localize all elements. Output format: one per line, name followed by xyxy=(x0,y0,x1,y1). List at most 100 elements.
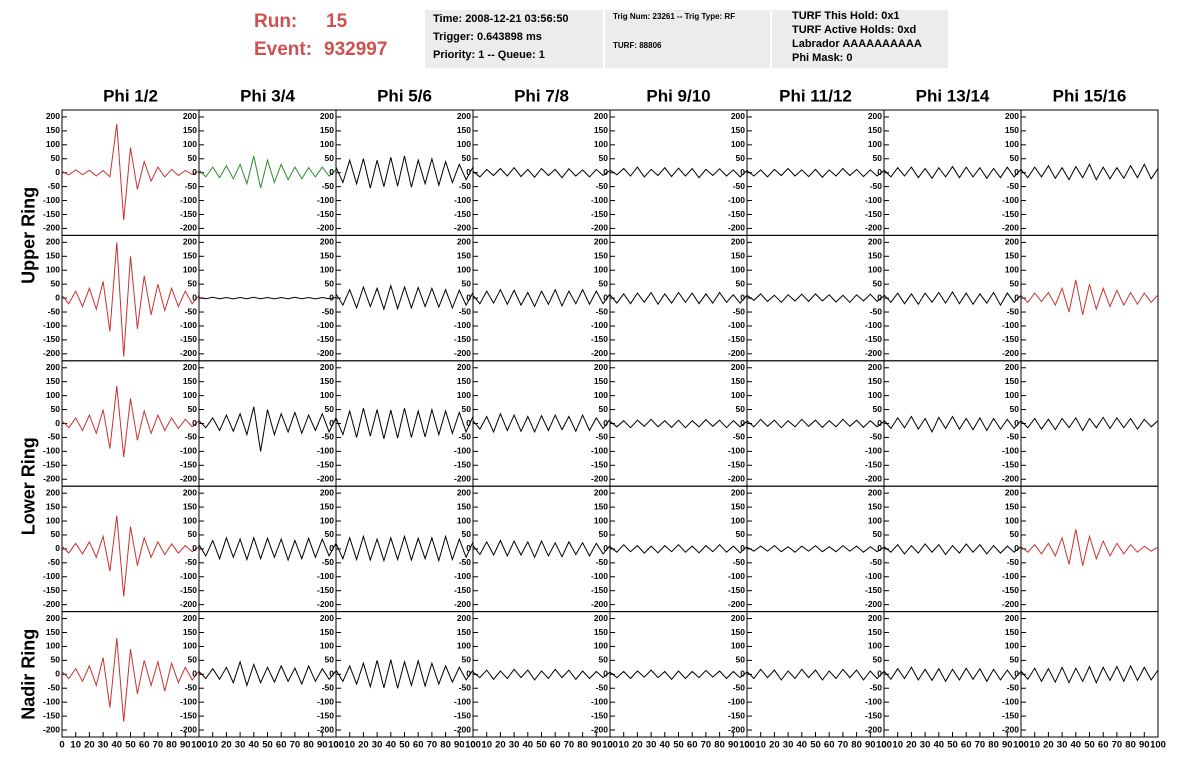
x-tick-label: 40 xyxy=(1071,740,1082,751)
y-tick-label: 50 xyxy=(736,153,746,163)
y-tick-label: -100 xyxy=(865,446,882,456)
y-tick-label: -50 xyxy=(596,557,609,567)
y-tick-label: -50 xyxy=(596,306,609,316)
y-tick-label: 0 xyxy=(55,292,60,302)
y-tick-label: -100 xyxy=(43,696,60,706)
panel-frame xyxy=(883,360,1022,487)
y-tick-label: 150 xyxy=(46,251,60,261)
panel-frame xyxy=(472,611,611,738)
waveform xyxy=(472,539,611,559)
y-tick-label: 150 xyxy=(46,125,60,135)
y-tick-label: -100 xyxy=(1002,195,1019,205)
y-tick-label: 150 xyxy=(320,376,334,386)
y-tick-label: 0 xyxy=(740,167,745,177)
y-tick-label: 150 xyxy=(46,376,60,386)
x-tick-label: 20 xyxy=(221,740,232,751)
y-tick-label: 50 xyxy=(599,655,609,665)
y-tick-label: -200 xyxy=(180,348,197,358)
y-tick-label: 50 xyxy=(51,655,61,665)
y-tick-label: 100 xyxy=(731,264,745,274)
y-tick-label: 50 xyxy=(736,655,746,665)
waveform xyxy=(472,288,611,308)
y-tick-label: -150 xyxy=(728,334,745,344)
y-tick-label: 100 xyxy=(1005,264,1019,274)
y-tick-label: -150 xyxy=(865,585,882,595)
y-tick-label: 150 xyxy=(183,627,197,637)
y-tick-label: -150 xyxy=(865,209,882,219)
y-tick-label: 50 xyxy=(1010,153,1020,163)
panel-frame xyxy=(61,611,200,738)
x-tick-label: 60 xyxy=(139,740,150,751)
y-tick-label: 100 xyxy=(183,264,197,274)
y-tick-label: 0 xyxy=(1014,543,1019,553)
y-tick-label: -50 xyxy=(596,181,609,191)
y-tick-label: 100 xyxy=(46,515,60,525)
y-tick-label: 0 xyxy=(740,669,745,679)
y-tick-label: 200 xyxy=(731,237,745,247)
x-tick-label: 90 xyxy=(317,740,328,751)
y-tick-label: 150 xyxy=(320,501,334,511)
y-tick-label: 50 xyxy=(462,153,472,163)
y-tick-label: -200 xyxy=(591,473,608,483)
y-tick-label: -200 xyxy=(1002,599,1019,609)
y-tick-label: 200 xyxy=(457,613,471,623)
y-tick-label: -150 xyxy=(591,460,608,470)
waveform xyxy=(61,638,200,722)
x-tick-label: 80 xyxy=(714,740,725,751)
y-tick-label: -50 xyxy=(459,682,472,692)
y-tick-label: 150 xyxy=(457,125,471,135)
y-tick-label: -200 xyxy=(591,599,608,609)
x-tick-label: 80 xyxy=(166,740,177,751)
y-tick-label: 100 xyxy=(320,139,334,149)
waveform xyxy=(61,123,200,221)
y-tick-label: 200 xyxy=(46,613,60,623)
y-tick-label: 100 xyxy=(731,139,745,149)
waveform xyxy=(609,418,748,429)
waveform xyxy=(472,412,611,434)
y-tick-label: -50 xyxy=(733,682,746,692)
panel-frame xyxy=(472,360,611,487)
panel-frame xyxy=(746,360,885,487)
waveform xyxy=(335,155,474,189)
waveform xyxy=(198,536,337,562)
panel-frame xyxy=(609,234,748,362)
x-tick-label: 100 xyxy=(739,740,755,751)
x-tick-label: 90 xyxy=(180,740,191,751)
y-tick-label: 100 xyxy=(594,390,608,400)
x-tick-label: 60 xyxy=(824,740,835,751)
y-tick-label: -200 xyxy=(43,599,60,609)
waveform xyxy=(883,165,1022,180)
y-tick-label: -50 xyxy=(1007,557,1020,567)
y-tick-label: 100 xyxy=(457,390,471,400)
y-tick-label: 150 xyxy=(868,627,882,637)
y-tick-label: 50 xyxy=(462,529,472,539)
panel-frame xyxy=(1020,485,1159,613)
waveform xyxy=(1020,664,1159,684)
y-tick-label: -50 xyxy=(596,432,609,442)
x-tick-label: 90 xyxy=(454,740,465,751)
y-tick-label: -50 xyxy=(322,181,335,191)
y-tick-label: 50 xyxy=(1010,655,1020,665)
y-tick-label: -150 xyxy=(317,209,334,219)
y-tick-label: -200 xyxy=(1002,724,1019,734)
y-tick-label: -100 xyxy=(317,571,334,581)
y-tick-label: -200 xyxy=(728,473,745,483)
y-tick-label: 150 xyxy=(46,627,60,637)
waveform xyxy=(198,660,337,688)
x-tick-label: 50 xyxy=(262,740,273,751)
x-tick-label: 100 xyxy=(876,740,892,751)
x-tick-label: 40 xyxy=(797,740,808,751)
y-tick-label: -100 xyxy=(454,571,471,581)
x-tick-label: 70 xyxy=(153,740,164,751)
x-tick-label: 90 xyxy=(728,740,739,751)
waveform xyxy=(883,666,1022,683)
y-tick-label: 0 xyxy=(466,543,471,553)
y-tick-label: -100 xyxy=(454,696,471,706)
y-tick-label: 0 xyxy=(329,669,334,679)
y-tick-label: 0 xyxy=(192,669,197,679)
y-tick-label: 100 xyxy=(1005,515,1019,525)
x-tick-label: 50 xyxy=(536,740,547,751)
y-tick-label: -100 xyxy=(591,571,608,581)
y-tick-label: -50 xyxy=(1007,432,1020,442)
x-tick-label: 80 xyxy=(440,740,451,751)
